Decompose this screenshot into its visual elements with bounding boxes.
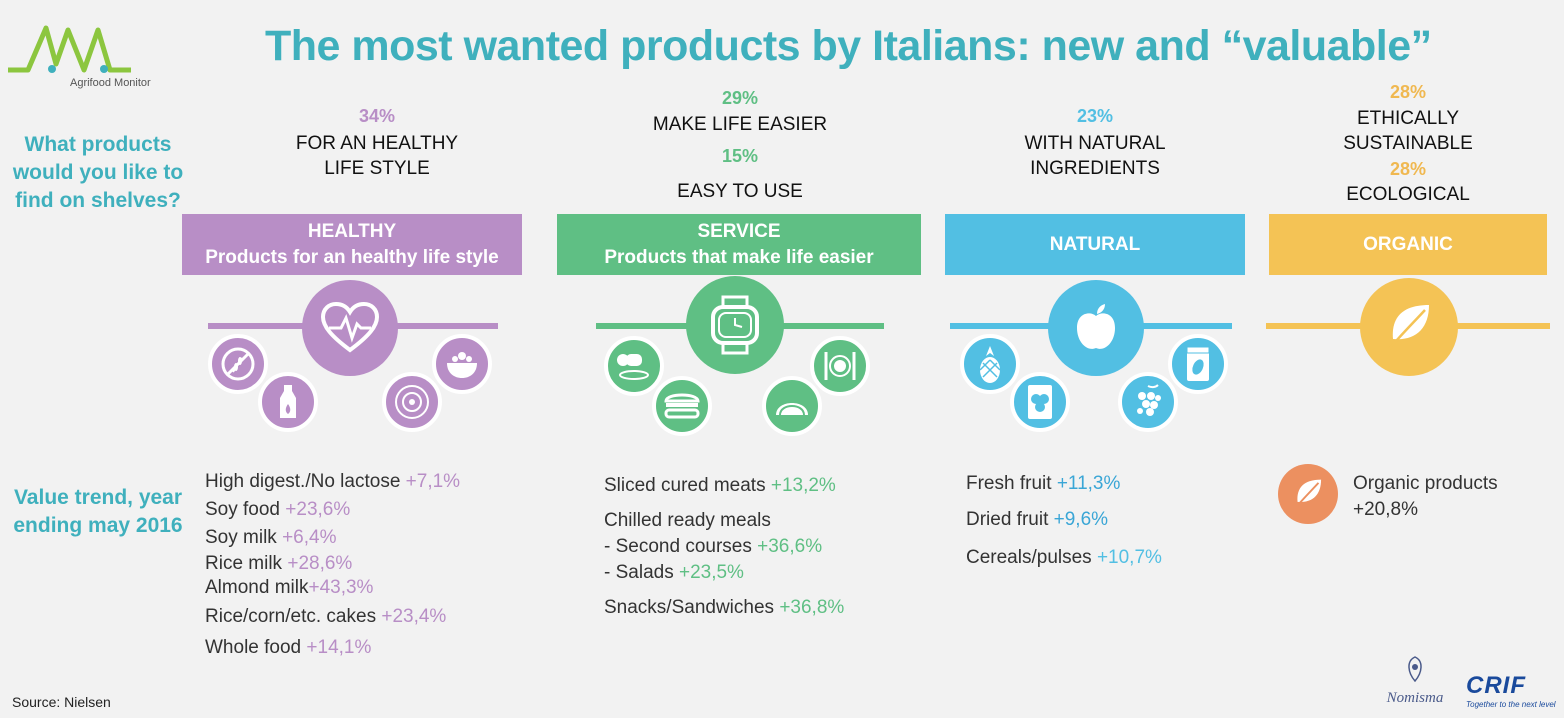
- service-label2: EASY TO USE: [677, 181, 803, 202]
- no-gluten-icon: [208, 334, 268, 394]
- list-item: Soy milk +6,4%: [205, 527, 337, 548]
- page-title: The most wanted products by Italians: ne…: [265, 22, 1432, 70]
- apple-icon: [1048, 280, 1144, 376]
- list-item: - Salads +23,5%: [604, 562, 744, 583]
- grapes-icon: [1118, 372, 1178, 432]
- natural-pct: 23%: [1076, 106, 1114, 126]
- leaf-icon: [1360, 278, 1458, 376]
- list-item: Almond milk+43,3%: [205, 577, 374, 598]
- list-item: Rice milk +28,6%: [205, 553, 353, 574]
- watch-icon: [686, 276, 784, 374]
- service-banner-title: SERVICE: [697, 220, 781, 242]
- nomisma-text: Nomisma: [1386, 690, 1444, 706]
- list-item: - Second courses +36,6%: [604, 536, 823, 557]
- logo-text: Agrifood Monitor: [70, 77, 151, 89]
- service-banner-subtitle: Products that make life easier: [604, 246, 874, 268]
- list-item: Fresh fruit +11,3%: [966, 473, 1121, 494]
- healthy-pct: 34%: [358, 106, 396, 126]
- strawberry-pack-icon: [1010, 372, 1070, 432]
- service-label1: MAKE LIFE EASIER: [652, 114, 828, 135]
- source-note: Source: Nielsen: [12, 694, 111, 710]
- crif-logo: CRIF Together to the next level: [1466, 672, 1558, 712]
- crif-tagline: Together to the next level: [1466, 700, 1556, 709]
- agrifood-monitor-logo: [8, 25, 131, 73]
- sandwich-icon: [652, 376, 712, 436]
- list-item: Sliced cured meats +13,2%: [604, 475, 836, 496]
- list-item: Snacks/Sandwiches +36,8%: [604, 597, 845, 618]
- healthy-label-line2: LIFE STYLE: [324, 158, 430, 179]
- organic-label1-line1: ETHICALLY: [1356, 108, 1460, 129]
- service-pct2: 15%: [721, 146, 759, 166]
- side-trend: Value trend, year ending may 2016: [13, 486, 183, 537]
- healthy-banner-title: HEALTHY: [307, 220, 397, 242]
- crif-text: CRIF: [1466, 672, 1526, 699]
- organic-banner: ORGANIC: [1269, 214, 1547, 275]
- service-banner: SERVICE Products that make life easier: [557, 214, 921, 275]
- list-item: Chilled ready meals: [604, 510, 771, 531]
- list-item: Soy food +23,6%: [205, 499, 351, 520]
- pineapple-icon: [960, 334, 1020, 394]
- healthy-list: High digest./No lactose +7,1% Soy food +…: [205, 468, 460, 662]
- organic-pct1: 28%: [1389, 82, 1427, 102]
- natural-banner: NATURAL: [945, 214, 1245, 275]
- cured-meat-icon: [604, 336, 664, 396]
- milk-bottle-icon: [258, 372, 318, 432]
- nomisma-logo: Nomisma: [1378, 655, 1452, 715]
- natural-label-line2: INGREDIENTS: [1030, 158, 1160, 179]
- list-item: Rice/corn/etc. cakes +23,4%: [205, 606, 447, 627]
- organic-pct2: 28%: [1389, 159, 1427, 179]
- cutlery-plate-icon: [810, 336, 870, 396]
- flower-cake-icon: [382, 372, 442, 432]
- natural-list: Fresh fruit +11,3% Dried fruit +9,6% Cer…: [966, 470, 1162, 572]
- organic-list: Organic products +20,8%: [1353, 471, 1498, 523]
- service-list: Sliced cured meats +13,2% Chilled ready …: [604, 472, 844, 622]
- heart-pulse-icon: [302, 280, 398, 376]
- taco-icon: [762, 376, 822, 436]
- list-item-label: Organic products: [1353, 473, 1498, 494]
- healthy-banner-subtitle: Products for an healthy life style: [205, 246, 499, 268]
- service-pct1: 29%: [721, 88, 759, 108]
- organic-label2: ECOLOGICAL: [1346, 184, 1470, 205]
- organic-label1-line2: SUSTAINABLE: [1343, 133, 1473, 154]
- list-item: Cereals/pulses +10,7%: [966, 547, 1162, 568]
- natural-banner-title: NATURAL: [1049, 233, 1141, 255]
- healthy-banner: HEALTHY Products for an healthy life sty…: [182, 214, 522, 275]
- organic-banner-title: ORGANIC: [1363, 233, 1453, 255]
- list-item: High digest./No lactose +7,1%: [205, 471, 461, 492]
- healthy-label-line1: FOR AN HEALTHY: [295, 133, 459, 154]
- natural-label-line1: WITH NATURAL: [1024, 133, 1166, 154]
- dried-fruit-pack-icon: [1168, 334, 1228, 394]
- rice-bowl-icon: [432, 334, 492, 394]
- list-item: Dried fruit +9,6%: [966, 509, 1109, 530]
- list-item-value: +20,8%: [1353, 499, 1418, 520]
- list-item: Whole food +14,1%: [205, 637, 372, 658]
- organic-leaf-icon: [1278, 464, 1338, 524]
- side-question: What products would you like to find on …: [12, 133, 184, 212]
